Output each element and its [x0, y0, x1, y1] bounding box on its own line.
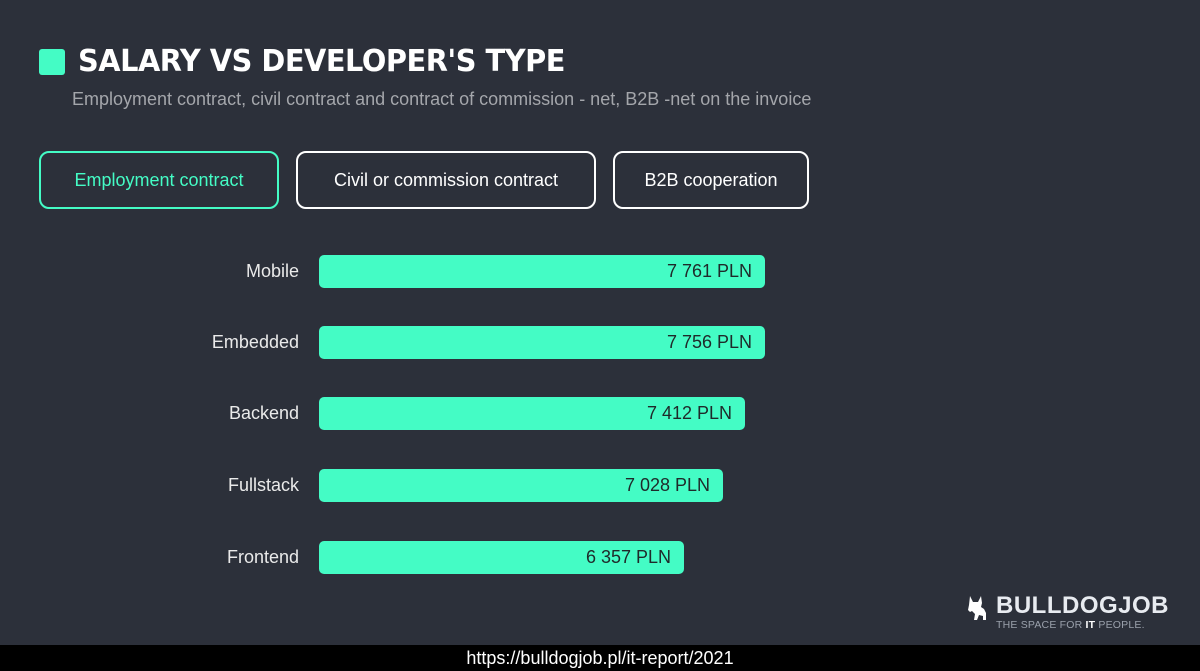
title-row: SALARY VS DEVELOPER'S TYPE — [39, 44, 585, 79]
tagline-part: PEOPLE. — [1095, 619, 1145, 631]
logo-name: BULLDOGJOB — [996, 592, 1169, 619]
tab-label: Employment contract — [74, 169, 244, 190]
bar-value: 7 761 PLN — [666, 261, 752, 281]
logo-tagline: THE SPACE FOR IT PEOPLE. — [996, 619, 1169, 631]
bar-row-fullstack: Fullstack 7 028 PLN — [0, 469, 1200, 502]
title-accent-square — [39, 48, 65, 75]
bar-row-backend: Backend 7 412 PLN — [0, 397, 1200, 430]
tab-label: Civil or commission contract — [333, 169, 559, 190]
bar-value: 7 412 PLN — [646, 403, 732, 423]
bar-mobile: 7 761 PLN — [319, 255, 765, 288]
bar-label: Mobile — [245, 261, 299, 281]
bar-backend: 7 412 PLN — [319, 397, 745, 430]
bar-row-frontend: Frontend 6 357 PLN — [0, 541, 1200, 574]
bar-row-embedded: Embedded 7 756 PLN — [0, 326, 1200, 359]
bar-value: 7 756 PLN — [666, 332, 752, 352]
bulldogjob-logo: BULLDOGJOB THE SPACE FOR IT PEOPLE. — [966, 593, 1169, 631]
bar-label: Frontend — [226, 547, 299, 567]
bar-fullstack: 7 028 PLN — [319, 469, 723, 502]
chart-subtitle: Employment contract, civil contract and … — [72, 89, 812, 109]
footer-bar: https://bulldogjob.pl/it-report/2021 — [0, 645, 1200, 671]
tab-b2b-cooperation[interactable]: B2B cooperation — [613, 151, 809, 209]
bar-label: Fullstack — [227, 475, 299, 495]
chart-title: SALARY VS DEVELOPER'S TYPE — [78, 44, 565, 79]
tab-label: B2B cooperation — [644, 169, 778, 190]
tab-civil-or-commission-contract[interactable]: Civil or commission contract — [296, 151, 596, 209]
bar-embedded: 7 756 PLN — [319, 326, 765, 359]
tagline-part: THE SPACE FOR — [996, 619, 1086, 631]
bar-label: Backend — [228, 403, 299, 423]
bar-value: 6 357 PLN — [585, 547, 671, 567]
bar-label: Embedded — [211, 332, 299, 352]
contract-type-tabs: Employment contract Civil or commission … — [39, 151, 809, 209]
report-url[interactable]: https://bulldogjob.pl/it-report/2021 — [466, 647, 734, 668]
tagline-bold: IT — [1085, 619, 1096, 631]
tab-employment-contract[interactable]: Employment contract — [39, 151, 279, 209]
bar-frontend: 6 357 PLN — [319, 541, 684, 574]
bulldog-icon — [968, 596, 986, 620]
bar-row-mobile: Mobile 7 761 PLN — [0, 255, 1200, 288]
bar-value: 7 028 PLN — [624, 475, 710, 495]
